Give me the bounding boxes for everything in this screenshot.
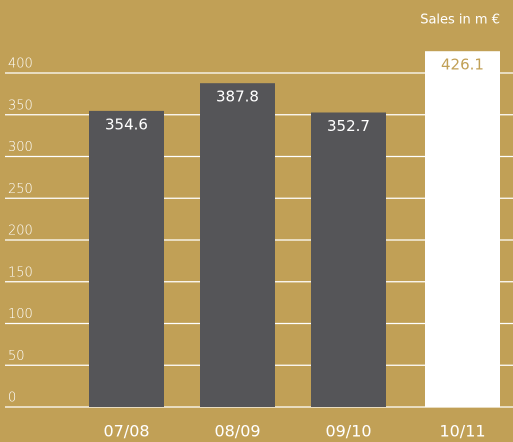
x-tick-label: 10/11	[439, 422, 485, 441]
y-tick-label: 150	[8, 265, 33, 280]
y-tick-label: 100	[8, 307, 33, 322]
value-label: 354.6	[105, 115, 148, 133]
bar	[89, 110, 164, 407]
y-tick-label: 50	[8, 349, 25, 364]
bar	[200, 83, 275, 407]
y-tick-label: 200	[8, 224, 33, 239]
x-tick-label: 09/10	[325, 422, 371, 441]
y-tick-label: 400	[8, 57, 33, 72]
x-tick-label: 07/08	[103, 422, 149, 441]
value-label: 426.1	[441, 56, 484, 74]
bar	[425, 51, 500, 407]
y-tick-label: 350	[8, 98, 33, 113]
value-label: 352.7	[327, 117, 370, 135]
y-axis-label: Sales in m €	[420, 13, 500, 28]
y-tick-label: 300	[8, 140, 33, 155]
y-tick-label: 250	[8, 182, 33, 197]
x-tick-label: 08/09	[214, 422, 260, 441]
value-label: 387.8	[216, 88, 259, 106]
y-tick-label: 0	[8, 391, 16, 406]
bar	[311, 112, 386, 408]
